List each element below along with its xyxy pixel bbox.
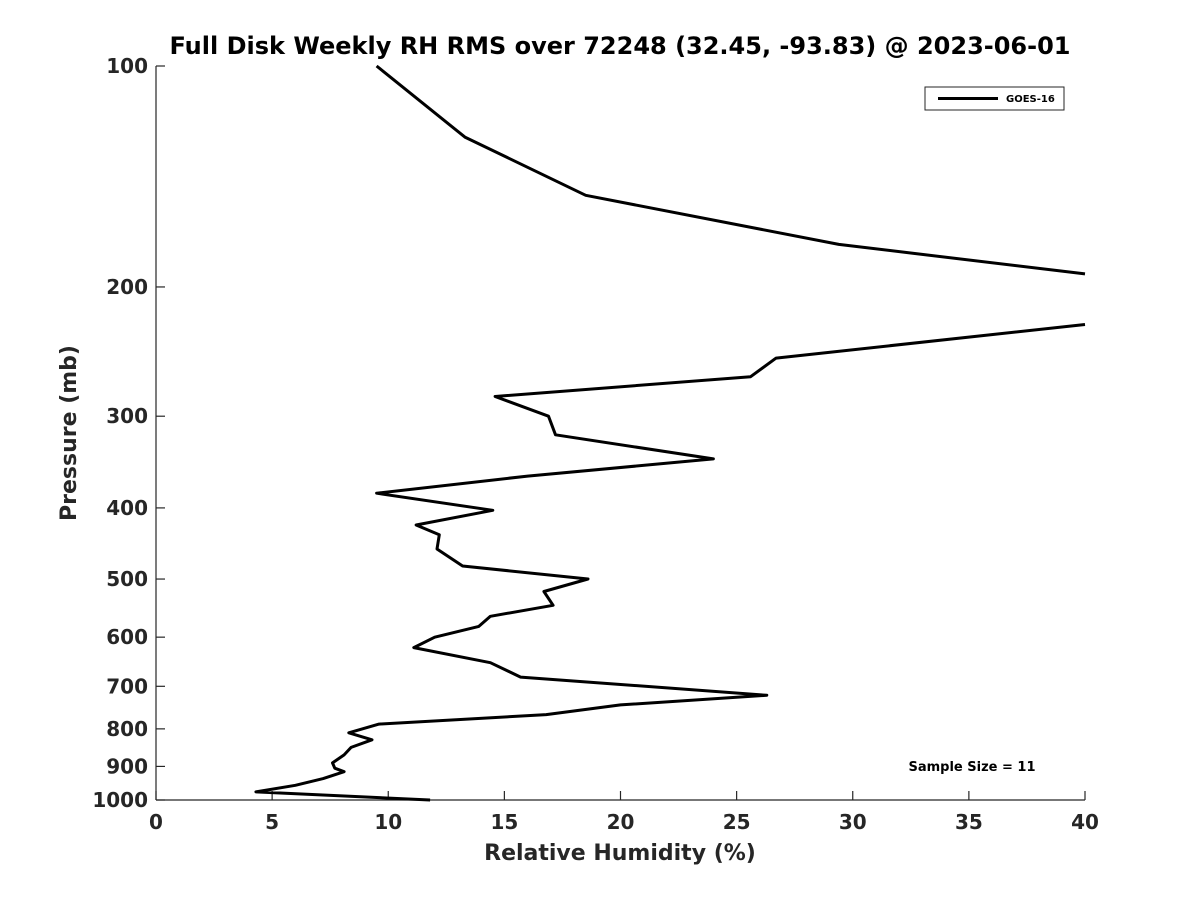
x-axis-label: Relative Humidity (%) [484,841,756,866]
x-tick-label: 35 [955,810,983,834]
y-tick-label: 700 [106,674,148,698]
y-tick-label: 900 [106,754,148,778]
y-tick-label: 400 [106,496,148,520]
x-tick-label: 30 [839,810,867,834]
y-tick-label: 300 [106,404,148,428]
y-axis-label: Pressure (mb) [57,345,82,521]
x-tick-label: 5 [265,810,279,834]
x-axis-ticks: 0 5 10 15 20 25 30 35 40 [149,791,1099,834]
y-tick-label: 800 [106,717,148,741]
x-tick-label: 0 [149,810,163,834]
y-tick-label: 200 [106,275,148,299]
y-axis-ticks: 100 200 300 400 500 600 700 800 900 1000 [92,54,165,812]
sample-size-annotation: Sample Size = 11 [908,760,1035,775]
x-tick-label: 10 [374,810,402,834]
plot-area [155,66,1085,801]
y-tick-label: 1000 [92,788,148,812]
x-tick-label: 25 [723,810,751,834]
x-tick-label: 40 [1071,810,1099,834]
legend-label-goes-16: GOES-16 [1006,94,1055,105]
x-tick-label: 15 [490,810,518,834]
series-line-goes-16-segment-1 [375,64,1086,276]
legend: GOES-16 [924,86,1065,111]
x-tick-label: 20 [607,810,635,834]
y-tick-label: 500 [106,567,148,591]
series-layer [254,64,1086,802]
y-tick-label: 600 [106,625,148,649]
chart-title: Full Disk Weekly RH RMS over 72248 (32.4… [169,32,1070,60]
y-tick-label: 100 [106,54,148,78]
series-line-goes-16-segment-2 [254,323,1086,802]
